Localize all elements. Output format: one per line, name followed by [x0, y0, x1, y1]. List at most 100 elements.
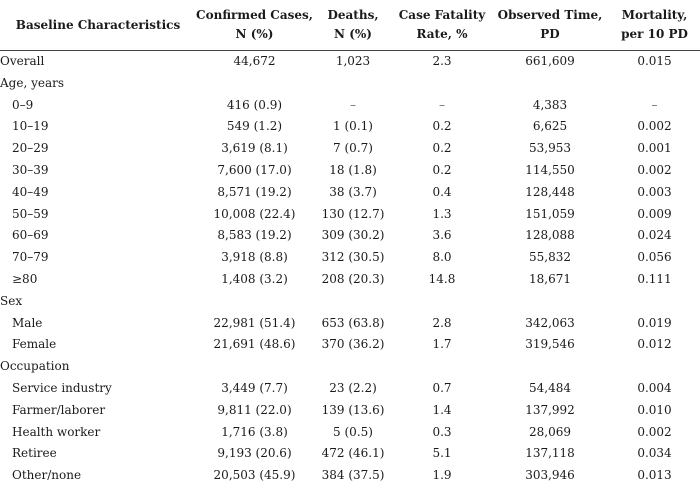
- row-label: 50–59: [12, 206, 49, 221]
- row-label: 70–79: [12, 250, 49, 265]
- header-text: Observed Time,: [497, 8, 603, 22]
- table-cell: 0.024: [637, 228, 672, 243]
- row-label: Farmer/laborer: [12, 402, 106, 417]
- table-cell: 0.002: [637, 424, 672, 439]
- table-cell: 0.7: [432, 380, 452, 395]
- header-case-fatality-rate: Case Fatality Rate, %: [393, 0, 491, 51]
- table-cell: 9,193 (20.6): [217, 446, 292, 461]
- table-cell: 21,691 (48.6): [213, 337, 296, 352]
- table-cell: 653 (63.8): [321, 315, 385, 330]
- table-cell: 0.3: [432, 424, 452, 439]
- table-cell: 0.010: [637, 402, 672, 417]
- table-cell: 53,953: [529, 141, 571, 156]
- header-text: PD: [540, 27, 560, 41]
- row-label: 30–39: [12, 162, 49, 177]
- table-row: ≥80 1,408 (3.2) 208 (20.3) 14.8 18,671 0.111: [0, 269, 700, 291]
- table-cell: 130 (12.7): [321, 206, 385, 221]
- table-cell: 1.9: [432, 468, 452, 483]
- header-text: N (%): [235, 27, 274, 41]
- row-label: Service industry: [12, 380, 112, 395]
- row-label: Health worker: [12, 424, 101, 439]
- table-row: Health worker 1,716 (3.8) 5 (0.5) 0.3 28,069…: [0, 422, 700, 444]
- table-cell: –: [350, 97, 356, 112]
- section-row: Age, years: [0, 73, 700, 95]
- row-label: 0–9: [12, 97, 34, 112]
- table-cell: 1,023: [335, 54, 371, 68]
- table-cell: 1.4: [432, 402, 452, 417]
- header-text: Rate, %: [416, 27, 468, 41]
- table-row: Farmer/laborer 9,811 (22.0) 139 (13.6) 1.4 1…: [0, 400, 700, 422]
- table-cell: 0.002: [637, 162, 672, 177]
- row-label: ≥80: [12, 271, 38, 286]
- table-cell: 549 (1.2): [226, 119, 283, 134]
- table-header: Baseline Characteristics Confirmed Cases,…: [0, 0, 700, 51]
- header-text: N (%): [334, 27, 372, 41]
- table-cell: 0.004: [637, 380, 672, 395]
- table-cell: 3,619 (8.1): [221, 141, 288, 156]
- table-cell: 1.7: [432, 337, 452, 352]
- table-cell: 139 (13.6): [321, 402, 385, 417]
- table-cell: 303,946: [525, 468, 575, 483]
- table-cell: 0.009: [637, 206, 672, 221]
- table-cell: 0.003: [637, 184, 672, 199]
- table-cell: 5 (0.5): [333, 424, 373, 439]
- table-row: Service industry 3,449 (7.7) 23 (2.2) 0.7 54…: [0, 378, 700, 400]
- table-cell: 4,383: [532, 97, 568, 112]
- table-cell: –: [651, 97, 658, 112]
- table-cell: 0.015: [637, 54, 672, 68]
- table-row: Other/none 20,503 (45.9) 384 (37.5) 1.9 303,…: [0, 465, 700, 487]
- table-cell: 0.2: [432, 141, 452, 156]
- table-cell: 137,118: [525, 446, 575, 461]
- header-baseline-characteristics: Baseline Characteristics: [0, 0, 196, 51]
- table-cell: 114,550: [525, 162, 575, 177]
- header-text: Mortality,: [621, 8, 688, 22]
- table-cell: 6,625: [532, 119, 568, 134]
- header-text: Baseline Characteristics: [15, 17, 181, 32]
- table-cell: 8.0: [432, 250, 452, 265]
- table-cell: 18 (1.8): [329, 162, 377, 177]
- table-cell: 2.8: [432, 315, 452, 330]
- table-cell: 1.3: [432, 206, 452, 221]
- table-cell: 0.2: [432, 119, 452, 134]
- table-cell: 312 (30.5): [321, 250, 385, 265]
- table-cell: 14.8: [428, 271, 456, 286]
- table-row: 20–29 3,619 (8.1) 7 (0.7) 0.2 53,953 0.001: [0, 138, 700, 160]
- table-cell: 319,546: [525, 337, 575, 352]
- table-cell: –: [439, 97, 445, 112]
- table-cell: 0.012: [637, 337, 672, 352]
- table-cell: 0.002: [637, 119, 672, 134]
- table-cell: 128,448: [525, 184, 575, 199]
- table-cell: 2.3: [432, 54, 452, 68]
- row-label: Retiree: [12, 446, 57, 461]
- header-text: per 10 PD: [621, 27, 688, 41]
- table-cell: 3,918 (8.8): [221, 250, 288, 265]
- section-label: Age, years: [0, 75, 65, 90]
- header-deaths: Deaths, N (%): [313, 0, 393, 51]
- table-cell: 0.001: [637, 141, 672, 156]
- table-cell: 309 (30.2): [321, 228, 385, 243]
- table-cell: 1,716 (3.8): [221, 424, 288, 439]
- table-cell: 0.111: [637, 271, 672, 286]
- table-cell: 416 (0.9): [226, 97, 283, 112]
- table-cell: 472 (46.1): [321, 446, 385, 461]
- table-row: 40–49 8,571 (19.2) 38 (3.7) 0.4 128,448 0.003: [0, 182, 700, 204]
- header-row: Baseline Characteristics Confirmed Cases,…: [0, 0, 700, 51]
- table-cell: 0.056: [637, 250, 672, 265]
- table-cell: 151,059: [525, 206, 575, 221]
- table-cell: 5.1: [432, 446, 452, 461]
- header-mortality: Mortality, per 10 PD: [609, 0, 700, 51]
- table-cell: 0.013: [637, 468, 672, 483]
- table-cell: 384 (37.5): [321, 468, 385, 483]
- table-cell: 3,449 (7.7): [221, 380, 288, 395]
- table-cell: 342,063: [525, 315, 575, 330]
- header-text: Deaths,: [327, 8, 379, 22]
- table-cell: 0.4: [432, 184, 452, 199]
- table-row: Overall 44,672 1,023 2.3 661,609 0.015: [0, 51, 700, 73]
- row-label: 20–29: [12, 141, 49, 156]
- table-cell: 38 (3.7): [329, 184, 377, 199]
- table-cell: 55,832: [529, 250, 571, 265]
- section-label: Sex: [0, 293, 23, 308]
- row-label: 60–69: [12, 228, 49, 243]
- row-label: Other/none: [12, 468, 82, 483]
- table-row: 30–39 7,600 (17.0) 18 (1.8) 0.2 114,550 0.002: [0, 160, 700, 182]
